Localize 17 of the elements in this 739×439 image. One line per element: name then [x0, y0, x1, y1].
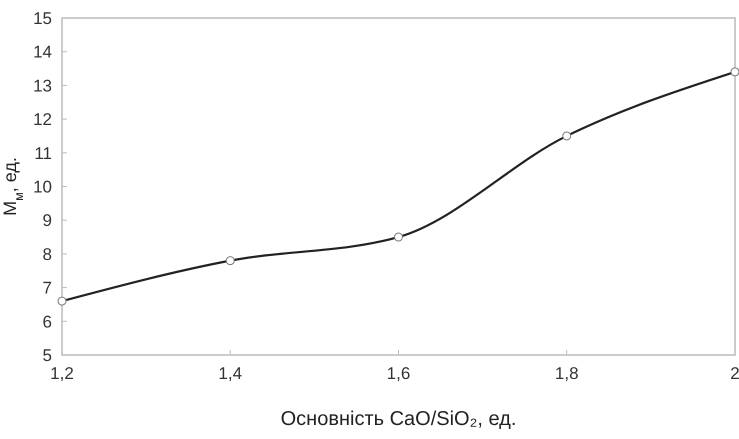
x-tick-label: 1,8 [554, 364, 579, 383]
y-tick-label: 15 [33, 8, 52, 28]
y-tick-label: 13 [33, 76, 52, 96]
x-axis-title: Основність CaO/SiO₂, ед. [280, 408, 516, 430]
y-tick-label: 10 [33, 177, 52, 196]
y-tick-label: 12 [33, 110, 52, 130]
y-tick-label: 8 [42, 244, 52, 264]
y-tick-label: 11 [34, 144, 52, 163]
x-tick-label: 1,6 [386, 364, 410, 383]
x-tick-label: 1,2 [50, 364, 74, 383]
y-tick-label: 9 [42, 211, 52, 230]
y-tick-label: 6 [42, 312, 52, 332]
x-tick-label: 1,4 [218, 364, 242, 383]
y-tick-label: 14 [33, 42, 52, 62]
y-tick-label: 5 [42, 346, 52, 365]
y-tick-label: 7 [42, 278, 52, 298]
x-tick-label: 2 [730, 364, 739, 383]
